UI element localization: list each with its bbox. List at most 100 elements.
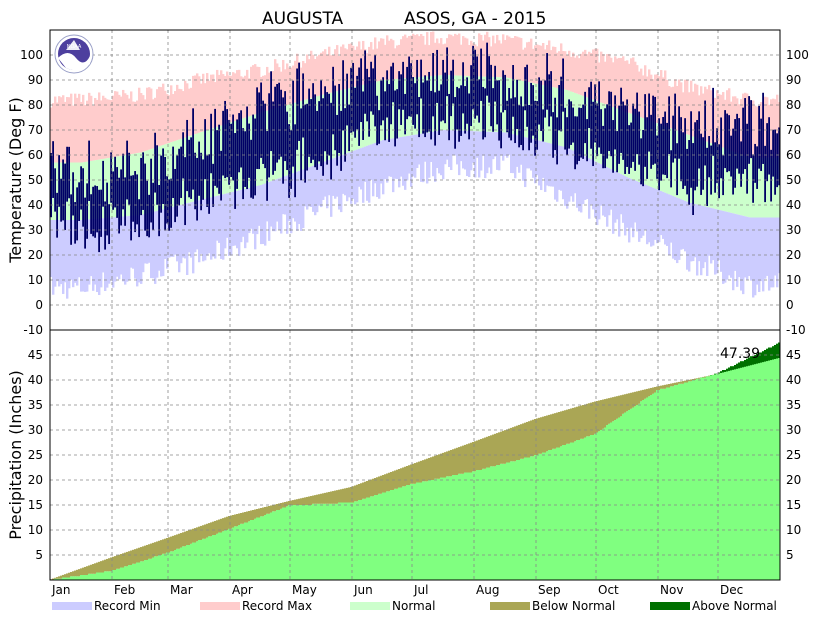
- observed-temp-bar: [486, 42, 488, 96]
- record-max-bar: [520, 38, 523, 81]
- normal-bar: [158, 146, 161, 211]
- record-max-bar: [548, 40, 551, 87]
- observed-temp-bar: [464, 86, 466, 134]
- record-max-bar: [328, 46, 331, 94]
- record-max-bar: [334, 49, 337, 92]
- record-min-bar: [360, 148, 363, 190]
- record-min-bar: [728, 212, 731, 276]
- temperature-bands: [50, 31, 781, 299]
- below-normal-bar: [202, 525, 205, 539]
- observed-precip-bar: [742, 361, 745, 580]
- record-max-bar: [326, 54, 329, 94]
- record-min-bar: [614, 171, 617, 223]
- record-min-bar: [732, 213, 735, 291]
- record-max-bar: [708, 85, 711, 143]
- record-max-bar: [730, 101, 733, 151]
- observed-precip-bar: [194, 542, 197, 580]
- observed-precip-bar: [354, 501, 357, 580]
- below-normal-bar: [518, 424, 521, 460]
- below-normal-bar: [98, 561, 101, 573]
- observed-precip-bar: [432, 480, 435, 580]
- below-normal-bar: [294, 499, 297, 505]
- record-min-bar: [96, 218, 99, 292]
- below-normal-bar: [120, 554, 123, 568]
- observed-temp-bar: [534, 100, 536, 156]
- record-max-bar: [442, 44, 445, 76]
- record-min-bar: [52, 220, 55, 295]
- record-min-bar: [312, 165, 315, 212]
- observed-precip-bar: [440, 477, 443, 580]
- below-normal-bar: [192, 528, 195, 543]
- below-normal-bar: [468, 443, 471, 473]
- normal-bar: [556, 87, 559, 146]
- observed-temp-bar: [306, 103, 308, 171]
- record-min-bar: [444, 130, 447, 165]
- record-max-bar: [140, 93, 143, 153]
- observed-temp-bar: [732, 128, 734, 195]
- record-max-bar: [112, 95, 115, 158]
- record-max-bar: [460, 44, 463, 76]
- observed-precip-bar: [366, 497, 369, 580]
- record-max-bar: [642, 75, 645, 119]
- record-max-bar: [684, 79, 687, 134]
- record-min-bar: [648, 186, 651, 243]
- record-max-bar: [754, 105, 757, 158]
- below-normal-bar: [374, 478, 377, 495]
- observed-temp-bar: [424, 75, 426, 138]
- observed-temp-bar: [206, 155, 208, 207]
- record-min-bar: [258, 185, 261, 226]
- record-min-bar: [414, 134, 417, 178]
- below-normal-bar: [232, 515, 235, 528]
- record-min-bar: [306, 168, 309, 210]
- normal-bar: [90, 160, 93, 220]
- below-normal-bar: [408, 465, 411, 485]
- observed-precip-bar: [160, 555, 163, 580]
- observed-precip-bar: [776, 343, 779, 580]
- observed-temp-bar: [330, 102, 332, 180]
- record-min-bar: [544, 142, 547, 192]
- observed-precip-bar: [170, 551, 173, 580]
- record-max-bar: [104, 97, 107, 159]
- observed-temp-bar: [648, 93, 650, 152]
- below-normal-bar: [226, 516, 229, 530]
- record-min-bar: [644, 184, 647, 230]
- observed-precip-bar: [218, 532, 221, 580]
- observed-precip-bar: [148, 558, 151, 580]
- normal-bar: [730, 150, 733, 213]
- record-min-bar: [512, 134, 515, 174]
- observed-precip-bar: [568, 443, 571, 580]
- record-max-bar: [606, 54, 609, 105]
- observed-precip-bar: [158, 555, 161, 580]
- observed-precip-bar: [676, 385, 679, 580]
- record-min-bar: [354, 150, 357, 205]
- observed-precip-bar: [234, 526, 237, 580]
- record-min-bar: [162, 209, 165, 277]
- observed-temp-bar: [158, 184, 160, 237]
- below-normal-bar: [570, 408, 573, 443]
- month-tick-label: Jul: [413, 583, 428, 597]
- below-normal-bar: [392, 471, 395, 490]
- below-normal-bar: [314, 495, 317, 504]
- observed-precip-bar: [456, 475, 459, 580]
- record-min-bar: [270, 181, 273, 227]
- observed-temp-bar: [470, 65, 472, 127]
- observed-temp-bar: [184, 157, 186, 226]
- record-min-bar: [344, 154, 347, 196]
- precip-tick-left: 10: [28, 523, 43, 537]
- record-min-bar: [496, 132, 499, 170]
- record-max-bar: [458, 33, 461, 76]
- record-max-bar: [418, 36, 421, 78]
- record-max-bar: [136, 100, 139, 154]
- below-normal-bar: [264, 507, 267, 515]
- record-min-bar: [106, 217, 109, 288]
- record-min-bar: [208, 197, 211, 254]
- record-max-bar: [504, 39, 507, 78]
- observed-precip-bar: [398, 487, 401, 580]
- observed-precip-bar: [488, 467, 491, 580]
- below-normal-bar: [338, 489, 341, 503]
- observed-precip-bar: [520, 458, 523, 580]
- record-min-bar: [470, 131, 473, 171]
- normal-bar: [70, 162, 73, 220]
- record-min-bar: [476, 131, 479, 158]
